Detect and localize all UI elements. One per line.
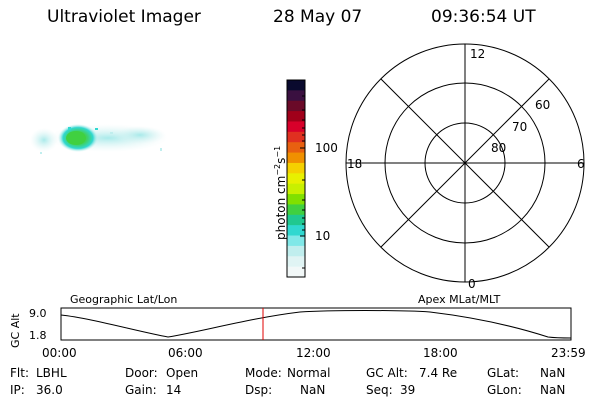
colorbar-segment	[287, 162, 305, 174]
dsp-label: Dsp:	[245, 383, 273, 397]
glon-value: NaN	[540, 383, 566, 397]
colorbar-segment	[287, 245, 305, 257]
colorbar-segment	[287, 80, 305, 91]
glat-value: NaN	[540, 366, 566, 380]
door-label: Door:	[125, 366, 158, 380]
colorbar-segment	[287, 183, 305, 195]
timeline-y-top: 9.0	[29, 307, 47, 320]
colorbar-segment	[287, 235, 305, 247]
gain-label: Gain:	[125, 383, 157, 397]
colorbar-segment	[287, 256, 305, 268]
mlt-label-12: 12	[470, 47, 486, 61]
flt-value: LBHL	[36, 366, 67, 380]
colorbar-tick-100: 100	[315, 141, 338, 155]
colorbar-segment	[287, 152, 305, 164]
seq-value: 39	[400, 383, 416, 397]
colorbar-segment	[287, 142, 305, 154]
mlat-label-70: 70	[512, 120, 528, 134]
timeline-left-label: Geographic Lat/Lon	[70, 293, 178, 306]
timeline-y-bottom: 1.8	[29, 329, 47, 342]
colorbar-segment	[287, 121, 305, 133]
door-value: Open	[166, 366, 199, 380]
gain-value: 14	[166, 383, 182, 397]
mlt-label-0: 0	[468, 277, 476, 291]
mlt-label-6: 6	[577, 157, 585, 171]
colorbar-segment	[287, 204, 305, 216]
mode-label: Mode:	[245, 366, 282, 380]
ip-label: IP:	[10, 383, 25, 397]
mlt-label-18: 18	[347, 157, 363, 171]
ip-value: 36.0	[36, 383, 63, 397]
timeline-tick-2359: 23:59	[551, 346, 586, 360]
dsp-value: NaN	[300, 383, 326, 397]
gcalt-label: GC Alt:	[366, 366, 408, 380]
timeline-tick-1200: 12:00	[296, 346, 331, 360]
colorbar-frame	[286, 79, 306, 278]
timeline-tick-0000: 00:00	[42, 346, 77, 360]
colorbar-segment	[287, 111, 305, 123]
time-label: 09:36:54 UT	[431, 7, 536, 27]
colorbar-segment	[287, 90, 305, 102]
colorbar-segment	[287, 173, 305, 185]
timeline-tick-0600: 06:00	[168, 346, 203, 360]
timeline-right-label: Apex MLat/MLT	[418, 293, 501, 306]
colorbar-segment	[287, 225, 305, 237]
colorbar-segment	[287, 131, 305, 143]
glon-label: GLon:	[487, 383, 522, 397]
date-label: 28 May 07	[273, 7, 363, 27]
colorbar-segment	[287, 194, 305, 206]
seq-label: Seq:	[366, 383, 393, 397]
glat-label: GLat:	[487, 366, 520, 380]
mlat-label-80: 80	[491, 141, 507, 155]
gcalt-value: 7.4 Re	[419, 366, 458, 380]
colorbar-segment	[287, 266, 305, 278]
mlat-label-60: 60	[535, 98, 551, 112]
mode-value: Normal	[287, 366, 331, 380]
colorbar-unit-label: photon cm−2s−1	[273, 145, 288, 240]
colorbar-segment	[287, 100, 305, 112]
colorbar-tick-10: 10	[315, 229, 331, 243]
colorbar-segment	[287, 214, 305, 226]
imager-title: Ultraviolet Imager	[47, 7, 201, 27]
flt-label: Flt:	[10, 366, 29, 380]
timeline-tick-1800: 18:00	[423, 346, 458, 360]
timeline-axis-label: GC Alt	[9, 313, 22, 348]
